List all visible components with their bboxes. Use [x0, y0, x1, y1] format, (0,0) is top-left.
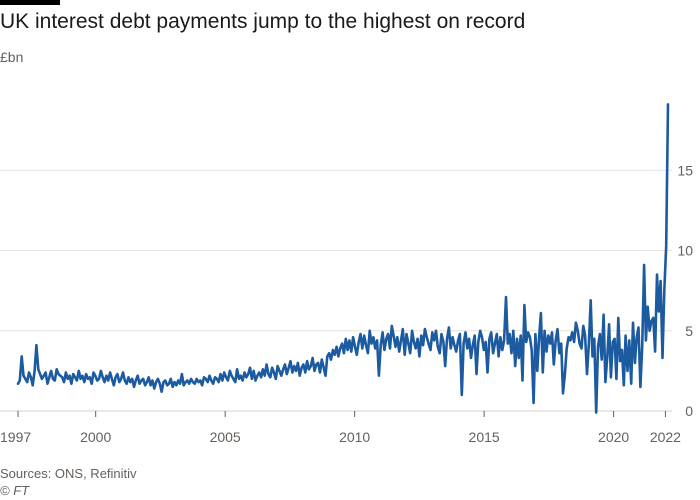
- line-chart: 0 5 10 15 1997 2000 2005 2010 2015 2020 2022: [0, 103, 693, 445]
- y-tick-label: 10: [677, 243, 693, 259]
- y-unit-label: £bn: [0, 49, 24, 65]
- x-tick-label: 2000: [80, 429, 111, 445]
- brand-bar: [0, 0, 60, 5]
- copyright-credit: © FT: [0, 483, 30, 498]
- x-tick-label: 2022: [650, 429, 681, 445]
- y-tick-label: 5: [685, 323, 693, 339]
- x-tick-label: 2010: [339, 429, 370, 445]
- x-tick-label: 2015: [469, 429, 500, 445]
- y-tick-label: 15: [677, 162, 693, 178]
- x-tick-label: 1997: [0, 429, 31, 445]
- x-tick-label: 2005: [210, 429, 241, 445]
- source-note: Sources: ONS, Refinitiv: [0, 466, 137, 481]
- y-tick-label: 0: [685, 403, 693, 419]
- chart-title: UK interest debt payments jump to the hi…: [0, 10, 526, 33]
- x-tick-label: 2020: [598, 429, 629, 445]
- series-line-interest-payments: [16, 103, 670, 414]
